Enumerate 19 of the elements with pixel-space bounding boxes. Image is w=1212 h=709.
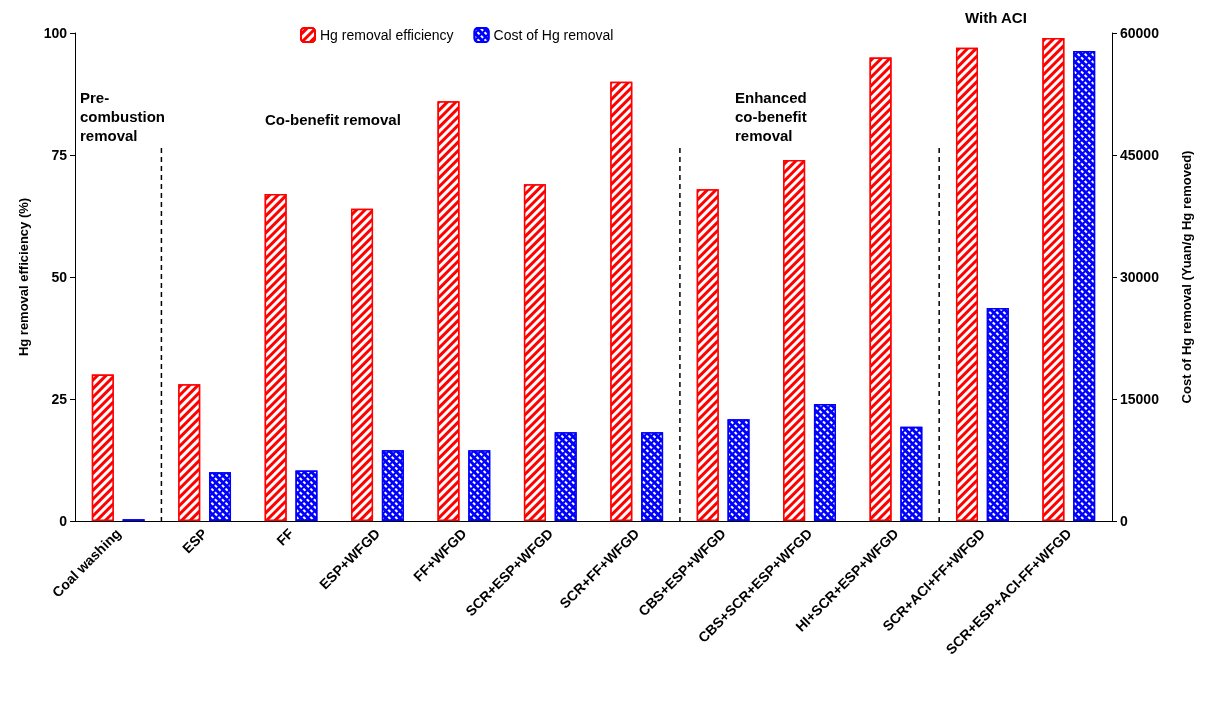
y-tick-label: 100 bbox=[43, 25, 68, 41]
y-tick-label: 50 bbox=[51, 269, 68, 285]
x-tick-label: FF bbox=[273, 525, 298, 549]
y-tick-label: 0 bbox=[59, 513, 68, 529]
legend-label: Hg removal efficiency bbox=[320, 27, 454, 43]
annotation: Co-benefit removal bbox=[265, 111, 401, 128]
y2-tick-label: 0 bbox=[1120, 513, 1128, 529]
y2-tick-label: 30000 bbox=[1120, 269, 1160, 285]
y2-tick-label: 60000 bbox=[1120, 25, 1160, 41]
y2-tick-label: 15000 bbox=[1120, 391, 1160, 407]
y2-axis-title: Cost of Hg removal (Yuan/g Hg removed) bbox=[1179, 150, 1194, 404]
y-tick-label: 75 bbox=[51, 147, 68, 163]
annotation: Enhanced co-benefit removal bbox=[735, 89, 807, 144]
legend-label: Cost of Hg removal bbox=[493, 27, 614, 43]
annotation: Pre- combustion removal bbox=[80, 89, 165, 144]
y-axis-title: Hg removal efficiency (%) bbox=[16, 197, 31, 357]
y-tick-label: 25 bbox=[51, 391, 68, 407]
y2-tick-label: 45000 bbox=[1120, 147, 1160, 163]
text: With ACI bbox=[965, 9, 1027, 26]
